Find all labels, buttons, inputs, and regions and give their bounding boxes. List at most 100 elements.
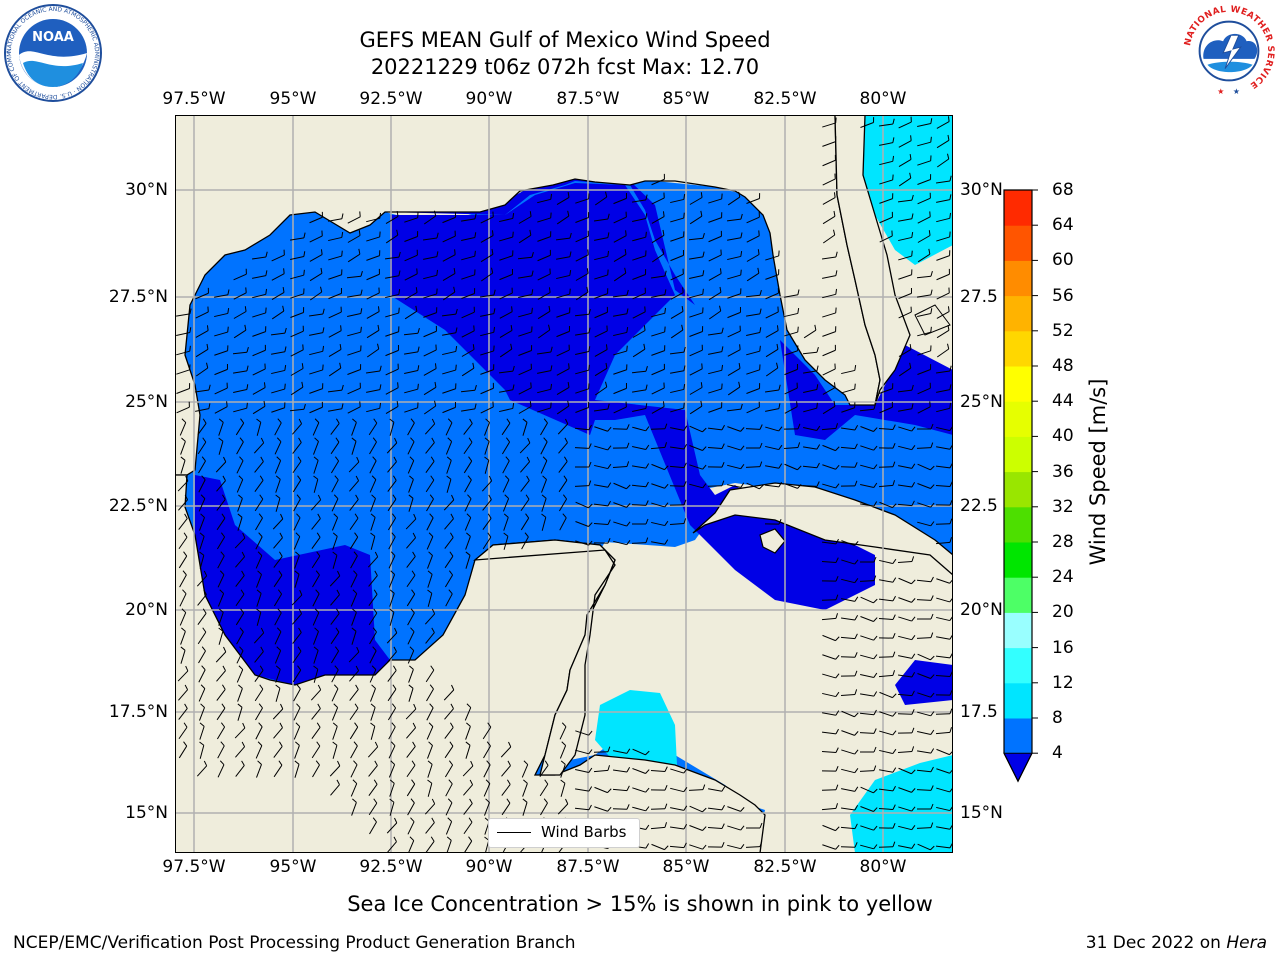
wind-barb [878, 822, 896, 829]
wind-barb [537, 287, 551, 300]
wind-barb [650, 270, 667, 279]
wind-barb [878, 785, 896, 792]
wind-barb [482, 532, 492, 550]
wind-barb [557, 798, 569, 815]
wind-barb [841, 402, 856, 413]
wind-barb [879, 401, 893, 414]
chart-title: GEFS MEAN Gulf of Mexico Wind Speed [359, 28, 771, 52]
wind-barb [556, 400, 570, 415]
wind-barb [708, 402, 723, 413]
wind-barb [405, 513, 417, 530]
wind-barb [878, 442, 896, 449]
wind-barb [727, 445, 745, 451]
wind-barb [389, 779, 395, 797]
wind-barb [879, 767, 897, 773]
lon-tick-top: 85°W [662, 89, 710, 109]
wind-barb [328, 287, 342, 300]
wind-barb [351, 627, 357, 645]
wind-barb [218, 418, 224, 436]
wind-barb [917, 382, 931, 395]
wind-barb [196, 760, 208, 777]
wind-barb [631, 365, 648, 374]
wind-barb [425, 836, 435, 853]
wind-barb [499, 268, 513, 281]
wind-barb [463, 779, 474, 796]
wind-barb [575, 230, 589, 243]
wind-barb [178, 494, 189, 511]
wind-barb [403, 327, 420, 336]
wind-barb [367, 741, 379, 758]
wind-barb [216, 532, 226, 550]
wind-barb [840, 480, 858, 487]
wind-barb [897, 194, 914, 203]
wind-barb [708, 230, 722, 243]
wind-barb [178, 551, 188, 569]
wind-barb [408, 684, 414, 702]
wind-barb [309, 249, 323, 262]
wind-barb [232, 346, 249, 355]
wind-barb [521, 760, 529, 778]
wind-barb [670, 249, 684, 262]
wind-barb [480, 382, 494, 395]
wind-barb [366, 287, 380, 300]
wind-barb [311, 722, 321, 739]
wind-barb [822, 634, 840, 642]
wind-barb [575, 327, 591, 336]
colorbar-tick-label: 44 [1052, 391, 1074, 412]
wind-barb [483, 741, 491, 759]
wind-barb [632, 306, 646, 319]
wind-barb [274, 437, 282, 455]
lon-tick-top: 95°W [269, 89, 317, 109]
wind-barb [385, 307, 400, 318]
wind-barb [613, 364, 628, 375]
wind-barb [879, 193, 894, 204]
wind-barb [499, 403, 515, 413]
wind-barb [252, 363, 266, 376]
wind-barb [593, 213, 610, 222]
wind-barb [328, 325, 342, 338]
wind-barb [387, 456, 397, 473]
wind-barb [233, 268, 247, 281]
wind-barb [612, 461, 630, 468]
wind-barb [332, 551, 338, 569]
wind-barb [917, 155, 932, 166]
wind-barb [917, 136, 932, 147]
lat-tick-left: 27.5°N [108, 287, 168, 307]
svg-text:★: ★ [1233, 87, 1240, 96]
wind-barb [425, 665, 435, 683]
wind-barb [311, 532, 321, 549]
wind-barb [199, 513, 205, 531]
wind-barb [707, 443, 725, 449]
wind-barb [350, 551, 358, 569]
wind-barb [237, 684, 243, 702]
wind-barb [765, 426, 783, 432]
wind-barb [520, 513, 530, 531]
wind-barb [669, 444, 688, 450]
wind-barb [444, 513, 454, 530]
wind-barb [274, 608, 282, 626]
wind-barb [198, 475, 206, 493]
wind-barb [650, 442, 668, 450]
wind-barb [593, 519, 611, 525]
wind-barb [841, 768, 859, 774]
wind-barb [803, 444, 821, 450]
wind-barb [292, 437, 302, 454]
wind-barb [347, 364, 362, 375]
wind-barb [822, 824, 840, 832]
wind-barb [461, 213, 477, 222]
wind-barb [406, 532, 417, 549]
wind-barb [445, 798, 453, 816]
wind-barb [442, 364, 457, 375]
wind-barb [351, 418, 357, 436]
wind-barb [179, 570, 187, 588]
wind-barb [480, 248, 494, 263]
wind-barb [218, 437, 224, 455]
wind-barb [423, 344, 437, 357]
wind-barb [256, 608, 262, 626]
wind-barb [537, 193, 553, 204]
wind-barb [841, 365, 857, 375]
colorbar-tick-label: 16 [1052, 637, 1074, 658]
wind-barb [522, 418, 528, 436]
colorbar-tick-label: 32 [1052, 496, 1074, 517]
wind-barb [328, 403, 344, 412]
